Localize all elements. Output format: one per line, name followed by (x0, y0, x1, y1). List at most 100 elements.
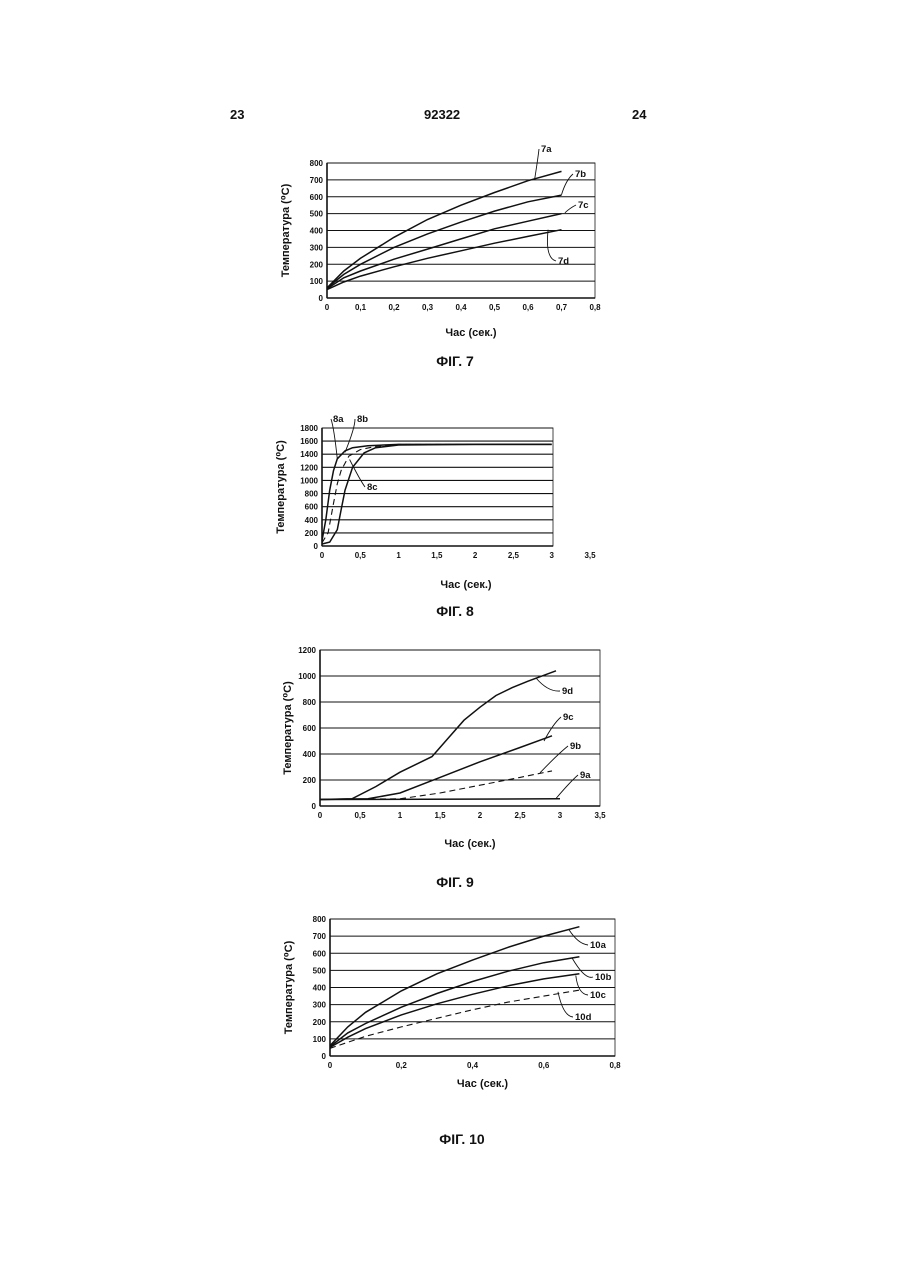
figure-8-chart: 02004006008001000120014001600180000,511,… (0, 400, 901, 625)
y-tick-label: 800 (305, 490, 319, 499)
series-label-9c: 9c (563, 712, 574, 723)
x-tick-label: 0,7 (556, 303, 568, 312)
x-axis-label: Час (сек.) (457, 1078, 508, 1090)
page-number-right: 24 (632, 107, 646, 122)
x-tick-label: 0,8 (589, 303, 601, 312)
y-tick-label: 800 (303, 698, 317, 707)
y-tick-label: 600 (310, 193, 324, 202)
y-axis-label: Температура (⁰С) (275, 440, 287, 534)
x-tick-label: 2 (478, 811, 483, 820)
y-axis-label: Температура (⁰С) (282, 681, 294, 775)
series-label-10a: 10a (590, 940, 607, 951)
series-line-7c (327, 214, 562, 289)
page-number-left: 23 (230, 107, 244, 122)
x-tick-label: 0 (320, 551, 325, 560)
x-tick-label: 3,5 (594, 811, 606, 820)
series-leader-7c (565, 205, 576, 213)
x-axis-label: Час (сек.) (444, 838, 495, 850)
series-label-8c: 8c (367, 482, 378, 493)
series-line-9b (320, 771, 552, 800)
x-tick-label: 1,5 (434, 811, 446, 820)
x-tick-label: 0,1 (355, 303, 367, 312)
series-leader-8c (350, 460, 365, 488)
figure-9-chart: 02004006008001000120000,511,522,533,5Тем… (0, 630, 901, 890)
y-tick-label: 800 (313, 915, 327, 924)
y-axis-label: Температура (⁰С) (280, 183, 292, 277)
x-tick-label: 0 (318, 811, 323, 820)
y-axis-label: Температура (⁰С) (283, 940, 295, 1034)
series-leader-10c (576, 976, 588, 996)
y-tick-label: 1200 (298, 646, 316, 655)
y-tick-label: 600 (313, 949, 327, 958)
y-tick-label: 1000 (300, 476, 318, 485)
y-tick-label: 500 (313, 966, 327, 975)
series-line-7b (327, 195, 562, 288)
y-tick-label: 0 (319, 294, 324, 303)
series-line-9c (320, 736, 552, 800)
series-label-8b: 8b (357, 414, 368, 425)
x-tick-label: 1,5 (431, 551, 443, 560)
y-tick-label: 1200 (300, 463, 318, 472)
series-label-9a: 9a (580, 770, 591, 781)
y-tick-label: 200 (310, 260, 324, 269)
series-line-8a (322, 444, 552, 540)
series-label-7c: 7c (578, 200, 589, 211)
series-leader-9d (536, 678, 560, 691)
y-tick-label: 400 (310, 227, 324, 236)
series-label-10d: 10d (575, 1012, 592, 1023)
x-tick-label: 0,5 (354, 811, 366, 820)
y-tick-label: 300 (313, 1001, 327, 1010)
x-tick-label: 0,3 (422, 303, 434, 312)
series-label-9b: 9b (570, 741, 581, 752)
series-label-7a: 7a (541, 144, 552, 155)
series-label-7b: 7b (575, 169, 586, 180)
y-tick-label: 400 (313, 984, 327, 993)
x-tick-label: 0 (325, 303, 330, 312)
series-line-8c (322, 444, 552, 544)
y-tick-label: 1600 (300, 437, 318, 446)
x-axis-label: Час (сек.) (445, 327, 496, 339)
y-tick-label: 300 (310, 243, 324, 252)
y-tick-label: 700 (310, 176, 324, 185)
series-label-7d: 7d (558, 256, 569, 267)
x-tick-label: 3 (549, 551, 554, 560)
y-tick-label: 100 (310, 277, 324, 286)
figure-caption: ФІГ. 8 (436, 603, 474, 619)
y-tick-label: 1000 (298, 672, 316, 681)
y-tick-label: 200 (313, 1018, 327, 1027)
x-tick-label: 1 (398, 811, 403, 820)
figure-10-chart: 010020030040050060070080000,20,40,60,8Те… (0, 900, 901, 1150)
x-tick-label: 0,5 (355, 551, 367, 560)
figure-caption: ФІГ. 9 (436, 874, 474, 890)
figure-caption: ФІГ. 10 (439, 1131, 485, 1147)
series-leader-9a (556, 775, 578, 799)
series-leader-7a (535, 149, 539, 179)
y-tick-label: 0 (312, 802, 317, 811)
x-axis-label: Час (сек.) (440, 579, 491, 591)
y-tick-label: 400 (303, 750, 317, 759)
y-tick-label: 400 (305, 516, 319, 525)
x-tick-label: 0,2 (388, 303, 400, 312)
x-tick-label: 0,6 (522, 303, 534, 312)
y-tick-label: 100 (313, 1035, 327, 1044)
x-tick-label: 2,5 (508, 551, 520, 560)
series-leader-7d (547, 230, 556, 261)
x-tick-label: 0,2 (396, 1061, 408, 1070)
y-tick-label: 0 (322, 1052, 327, 1061)
y-tick-label: 0 (314, 542, 319, 551)
x-tick-label: 0,8 (609, 1061, 621, 1070)
series-label-10c: 10c (590, 990, 606, 1001)
figure-caption: ФІГ. 7 (436, 353, 474, 369)
series-leader-7b (562, 174, 574, 195)
x-tick-label: 0 (328, 1061, 333, 1070)
series-label-8a: 8a (333, 414, 344, 425)
x-tick-label: 3 (558, 811, 563, 820)
x-tick-label: 0,6 (538, 1061, 550, 1070)
x-tick-label: 0,4 (467, 1061, 479, 1070)
figure-7-chart: 010020030040050060070080000,10,20,30,40,… (0, 140, 901, 380)
y-tick-label: 800 (310, 159, 324, 168)
y-tick-label: 1800 (300, 424, 318, 433)
y-tick-label: 1400 (300, 450, 318, 459)
y-tick-label: 200 (305, 529, 319, 538)
x-tick-label: 1 (396, 551, 401, 560)
